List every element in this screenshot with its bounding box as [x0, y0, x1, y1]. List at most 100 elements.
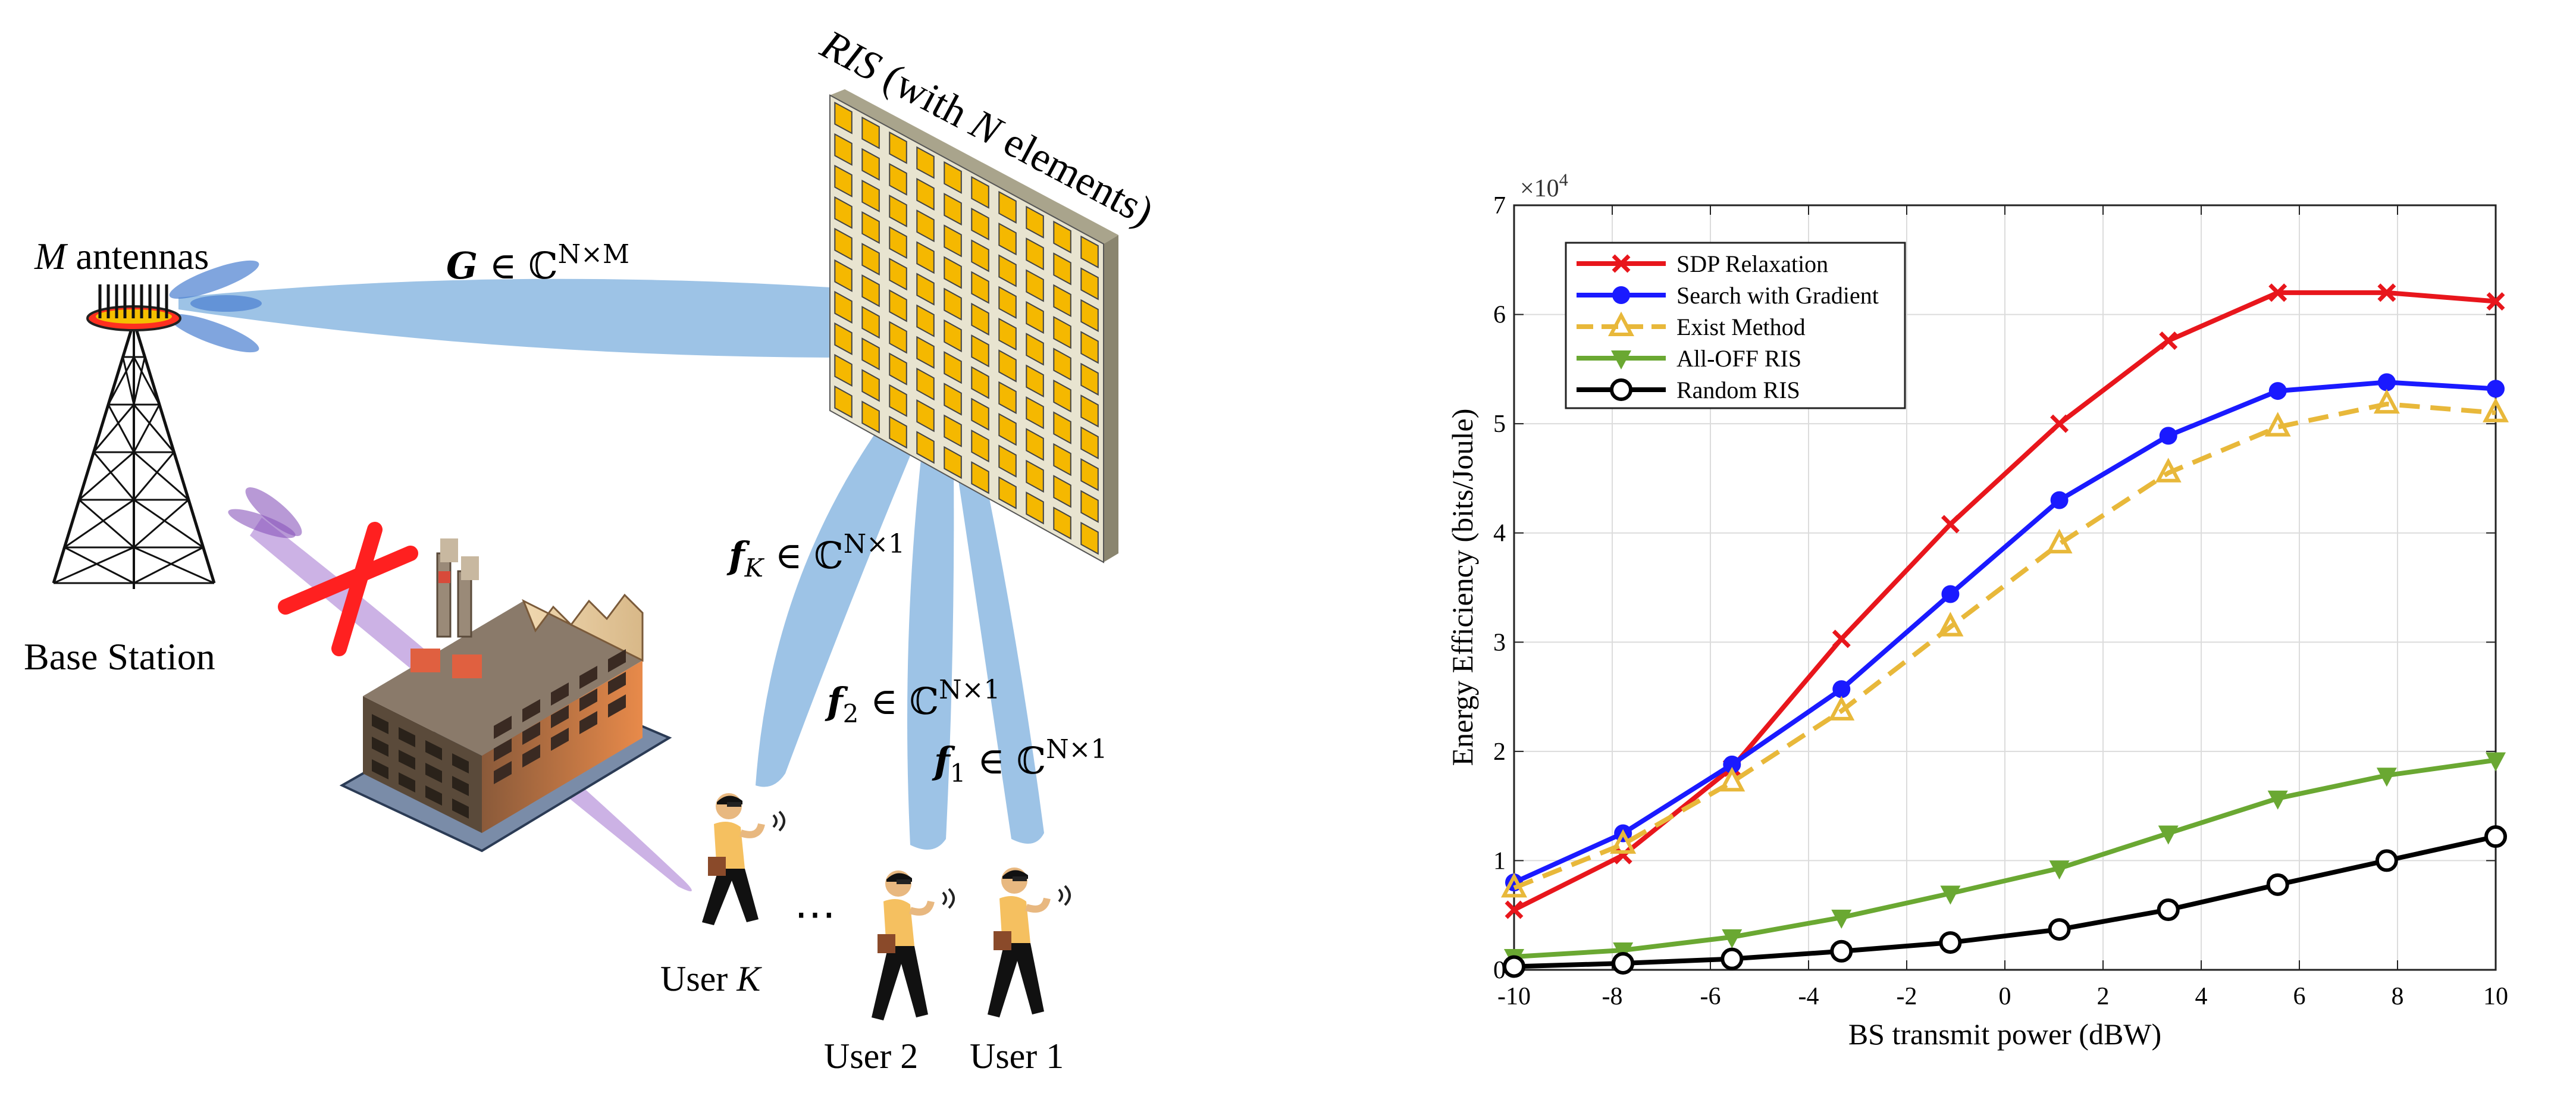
ris-element: [861, 274, 880, 308]
x-tick-label: 6: [2293, 983, 2306, 1010]
data-point: [1939, 931, 1962, 954]
ris-element: [834, 353, 853, 387]
ris-element: [944, 446, 962, 479]
chart-ticks: -10 -8 -6 -4 -2 0 2 4 6 8 10 0 1 2 3 4 5 6 7: [1493, 192, 2508, 1010]
ris-element: [1026, 237, 1044, 271]
ris-element: [1053, 411, 1071, 444]
ris-element: [944, 287, 962, 321]
data-point: [2377, 373, 2396, 392]
data-point: [1610, 829, 1637, 854]
ris-element: [1026, 333, 1044, 366]
data-point: [1612, 951, 1635, 975]
ris-element: [916, 367, 935, 401]
ris-element: [1080, 299, 1099, 333]
y-tick-label: 7: [1493, 192, 1506, 220]
ris-element: [834, 322, 853, 355]
ris-element: [1053, 220, 1071, 254]
legend-entry: Exist Method: [1577, 311, 1806, 340]
ris-element: [861, 116, 880, 149]
ris-element: [1080, 267, 1099, 300]
ris-element: [1053, 284, 1071, 317]
data-point: [1828, 696, 1855, 721]
ris-element: [971, 334, 989, 368]
user-dots: ⋯: [794, 892, 836, 938]
series-line: [1513, 757, 2496, 959]
data-point: [1611, 350, 1631, 369]
ris-element: [1080, 458, 1099, 491]
data-point: [1501, 872, 1527, 898]
data-point: [2046, 528, 2073, 554]
ris-element: [1080, 490, 1099, 523]
series-random-ris: [1503, 825, 2507, 978]
x-tick-label: 2: [2097, 983, 2110, 1010]
ris-element: [916, 273, 935, 306]
series-exist-method: [1501, 389, 2509, 898]
ris-element: [1080, 394, 1099, 428]
data-point: [1719, 766, 1745, 792]
building-icon: [339, 538, 672, 853]
ris-element: [1053, 252, 1071, 286]
data-point: [1941, 585, 1960, 603]
ris-element: [889, 226, 907, 259]
data-point: [2050, 414, 2069, 433]
x-axis-label: BS transmit power (dBW): [1848, 1017, 2161, 1051]
data-point: [2487, 380, 2505, 398]
ris-element: [889, 195, 907, 228]
data-point: [1937, 612, 1964, 637]
data-point: [2484, 825, 2507, 848]
ris-element: [1053, 475, 1071, 508]
data-point: [2375, 849, 2398, 872]
data-point: [2264, 412, 2291, 437]
channel-f1-label: f1 ∈ ℂN×1: [932, 734, 1107, 788]
ris-element: [944, 319, 962, 353]
ris-element: [1080, 235, 1099, 269]
data-point: [1940, 885, 1961, 905]
ris-element: [861, 179, 880, 212]
data-point: [1723, 755, 1741, 773]
data-point: [1613, 942, 1634, 962]
ris-element: [971, 397, 989, 431]
data-point: [2157, 898, 2180, 922]
ris-element: [944, 351, 962, 384]
data-point: [1505, 900, 1524, 919]
ris-element: [834, 385, 853, 419]
user-2-label: User 2: [824, 1036, 918, 1076]
data-point: [2377, 283, 2396, 302]
user-2-icon: [872, 870, 955, 1020]
chart-series: [1501, 283, 2509, 978]
ris-element: [998, 190, 1017, 224]
ris-element: [916, 399, 935, 433]
y-tick-label: 3: [1493, 629, 1506, 656]
x-tick-label: 10: [2483, 983, 2508, 1010]
x-tick-label: 4: [2195, 983, 2208, 1010]
ris-element: [916, 241, 935, 274]
ris-element: [1026, 205, 1044, 239]
system-diagram: M antennas Base Station RIS (with N elem…: [24, 21, 1161, 1076]
ris-element: [1026, 396, 1044, 430]
ris-element: [861, 369, 880, 402]
channel-f2-label: f2 ∈ ℂN×1: [825, 675, 1000, 728]
ris-element: [834, 101, 853, 134]
ris-element: [998, 444, 1017, 478]
ris-element: [1026, 269, 1044, 302]
legend-label: Search with Gradient: [1676, 282, 1879, 309]
series-search-with-gradient: [1505, 373, 2505, 892]
y-exponent-label: ×104: [1520, 170, 1568, 202]
ris-element: [861, 337, 880, 371]
data-point: [1721, 947, 1744, 970]
x-tick-label: -10: [1497, 983, 1531, 1010]
ris-element: [1080, 331, 1099, 364]
data-point: [1832, 630, 1851, 649]
data-point: [2373, 389, 2400, 414]
ris-element: [889, 415, 907, 449]
data-point: [2159, 427, 2177, 445]
y-tick-label: 1: [1493, 847, 1506, 875]
ris-element: [834, 133, 853, 166]
user-1-icon: [988, 867, 1071, 1017]
ris-element: [861, 400, 880, 434]
beam-g: [169, 260, 946, 358]
ris-element: [971, 366, 989, 399]
ris-element: [1053, 379, 1071, 413]
y-tick-label: 6: [1493, 302, 1506, 329]
legend-entry: SDP Relaxation: [1577, 250, 1828, 277]
